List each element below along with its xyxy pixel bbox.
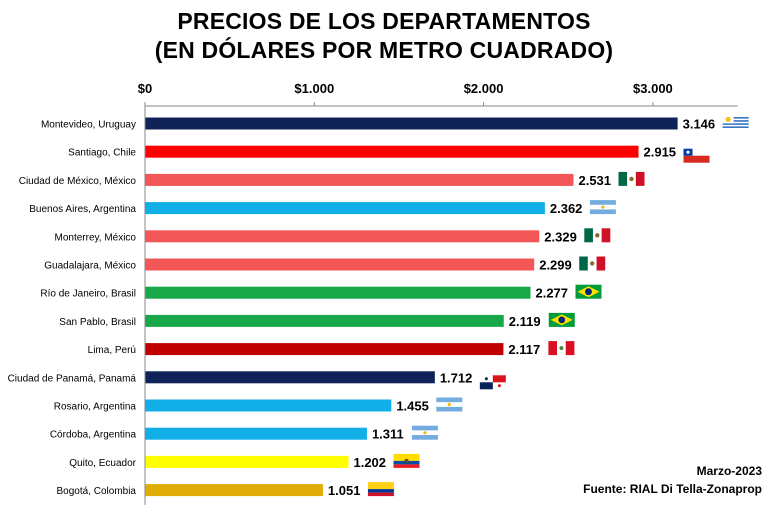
- flag-stripe: [618, 171, 628, 186]
- colombia-flag: [367, 482, 394, 497]
- bar: [145, 455, 349, 468]
- brazil-flag: [548, 312, 575, 327]
- flag-stripe: [367, 489, 394, 493]
- argentina-flag: [411, 425, 438, 440]
- bar: [145, 202, 545, 215]
- category-label: Bogotá, Colombia: [57, 486, 137, 497]
- category-label: Quito, Ecuador: [69, 458, 136, 469]
- argentina-flag: [589, 200, 616, 215]
- footer-date: Marzo-2023: [696, 464, 762, 478]
- flag-stripe: [584, 228, 593, 243]
- footer-source: Fuente: RIAL Di Tella-Zonaprop: [583, 482, 762, 496]
- data-label: 1.202: [353, 455, 386, 470]
- bar: [145, 286, 531, 299]
- data-label: 2.531: [578, 173, 611, 188]
- mexico-eagle-icon: [590, 261, 595, 266]
- mexico-eagle-icon: [629, 176, 634, 182]
- peru-coat-of-arms-icon: [559, 346, 564, 351]
- chart-title-line-2: (EN DÓLARES POR METRO CUADRADO): [154, 37, 614, 63]
- bar: [145, 399, 392, 412]
- flag-stripe: [548, 341, 558, 356]
- flag-stripe: [479, 382, 493, 390]
- bar: [145, 145, 639, 158]
- bar: [145, 258, 535, 271]
- mexico-eagle-icon: [595, 233, 600, 238]
- data-label: 1.051: [328, 483, 361, 498]
- category-label: Ciudad de México, México: [19, 176, 137, 187]
- data-label: 2.277: [535, 286, 568, 301]
- data-label: 2.119: [509, 314, 541, 329]
- uruguay-sun-icon: [725, 116, 731, 122]
- data-label: 2.117: [508, 342, 540, 357]
- bar: [145, 173, 574, 186]
- flag-stripe: [722, 120, 749, 122]
- flag-stripe: [683, 155, 710, 163]
- panama-flag: [479, 375, 506, 390]
- category-label: Ciudad de Panamá, Panamá: [8, 373, 137, 384]
- flag-stripe: [565, 341, 575, 356]
- brazil-flag: [575, 284, 602, 299]
- category-label: Rosario, Argentina: [54, 402, 137, 413]
- x-tick-label: $1.000: [294, 81, 334, 96]
- flag-stripe: [722, 126, 749, 128]
- brazil-globe-icon: [585, 288, 592, 296]
- flag-stripe: [367, 482, 394, 490]
- x-tick-label: $0: [138, 81, 152, 96]
- chart-title-line-1: PRECIOS DE LOS DEPARTAMENTOS: [177, 8, 591, 34]
- flag-stripe: [393, 464, 420, 468]
- mexico-flag: [579, 256, 606, 271]
- bar: [145, 427, 367, 440]
- flag-stripe: [722, 117, 749, 119]
- ecuador-coat-of-arms-icon: [404, 458, 409, 464]
- bar: [145, 371, 435, 384]
- flag-stripe: [579, 256, 588, 271]
- mexico-flag: [618, 171, 645, 186]
- data-label: 2.362: [550, 201, 583, 216]
- data-label: 2.299: [539, 258, 572, 273]
- bar: [145, 314, 504, 327]
- data-label: 1.455: [396, 399, 429, 414]
- peru-flag: [548, 341, 575, 356]
- flag-stripe: [596, 256, 606, 271]
- panama-star-icon: [497, 384, 501, 388]
- flag-stripe: [393, 453, 420, 461]
- category-label: Buenos Aires, Argentina: [29, 204, 136, 215]
- x-tick-label: $3.000: [633, 81, 673, 96]
- argentina-flag: [436, 397, 463, 412]
- data-label: 2.329: [544, 229, 577, 244]
- bar: [145, 343, 504, 356]
- category-label: Monterrey, México: [54, 232, 136, 243]
- category-label: San Pablo, Brasil: [59, 317, 136, 328]
- bar: [145, 230, 540, 243]
- category-label: Río de Janeiro, Brasil: [40, 289, 136, 300]
- flag-stripe: [492, 375, 506, 383]
- flag-stripe: [367, 492, 394, 497]
- argentina-sun-icon: [601, 205, 605, 209]
- panama-star-icon: [484, 377, 488, 381]
- flag-stripe: [601, 228, 611, 243]
- flag-stripe: [722, 123, 749, 125]
- data-label: 1.712: [440, 370, 473, 385]
- bar: [145, 484, 323, 497]
- x-tick-label: $2.000: [464, 81, 504, 96]
- brazil-globe-icon: [558, 316, 566, 324]
- argentina-sun-icon: [447, 402, 451, 407]
- category-label: Lima, Perú: [88, 345, 136, 356]
- ecuador-flag: [393, 453, 420, 468]
- category-label: Santiago, Chile: [68, 148, 136, 159]
- category-label: Córdoba, Argentina: [50, 430, 137, 441]
- flag-stripe: [635, 171, 645, 186]
- category-label: Montevideo, Uruguay: [41, 120, 136, 131]
- data-label: 3.146: [683, 117, 716, 132]
- data-label: 1.311: [372, 427, 404, 442]
- bar: [145, 117, 678, 130]
- uruguay-flag: [722, 115, 749, 130]
- chile-flag: [683, 148, 710, 163]
- argentina-sun-icon: [423, 431, 427, 435]
- mexico-flag: [584, 228, 611, 243]
- data-label: 2.915: [644, 145, 677, 160]
- category-label: Guadalajara, México: [44, 261, 136, 272]
- chile-star-icon: [686, 150, 690, 154]
